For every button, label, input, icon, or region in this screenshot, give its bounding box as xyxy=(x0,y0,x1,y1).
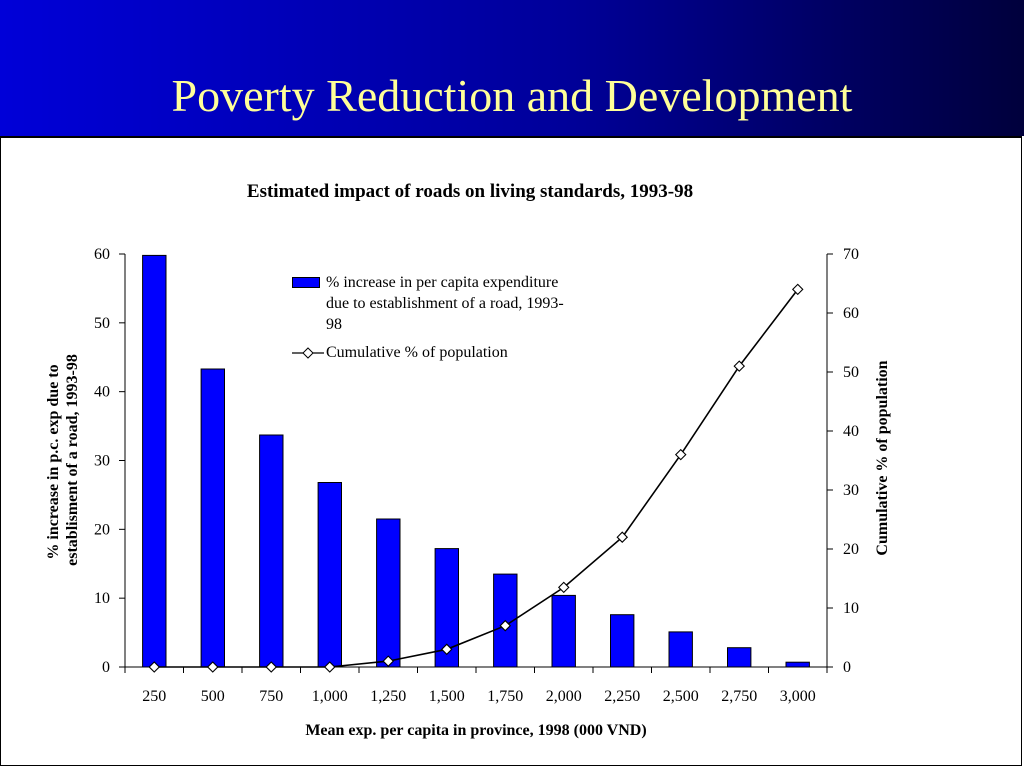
legend-label-line: Cumulative % of population xyxy=(326,344,508,361)
y-axis-label-left: % increase in p.c. exp due to establisme… xyxy=(45,354,81,566)
y-tick-label-right: 40 xyxy=(843,423,859,440)
bar xyxy=(259,434,284,668)
x-tick-label: 1,000 xyxy=(312,688,348,705)
line-marker xyxy=(323,661,336,673)
bar xyxy=(200,368,226,668)
x-tick-label: 2,750 xyxy=(721,688,757,705)
x-tick-label: 750 xyxy=(259,688,283,705)
y-tick-label-right: 30 xyxy=(843,482,859,499)
slide-title: Poverty Reduction and Development xyxy=(171,70,853,121)
bar xyxy=(610,614,635,668)
bar xyxy=(551,594,576,668)
y-tick-label-right: 60 xyxy=(843,305,859,322)
x-tick-label: 3,000 xyxy=(780,688,816,705)
legend-line-swatch xyxy=(292,347,324,359)
y-tick-label-right: 50 xyxy=(843,364,859,381)
bar xyxy=(317,482,343,668)
bar xyxy=(376,518,401,668)
line-marker xyxy=(674,448,687,461)
line-marker xyxy=(265,661,278,673)
bar-series xyxy=(142,254,810,668)
bar xyxy=(668,631,693,668)
line-marker xyxy=(499,619,512,632)
y-tick-label-right: 10 xyxy=(843,600,859,617)
x-tick-label: 1,750 xyxy=(487,688,523,705)
line-marker xyxy=(733,360,746,372)
line-marker xyxy=(206,661,219,673)
slide-header: Poverty Reduction and Development xyxy=(0,0,1024,136)
x-tick-label: 1,500 xyxy=(429,688,465,705)
y-tick-label-left: 50 xyxy=(94,315,110,332)
y-tick-label-right: 20 xyxy=(843,541,859,558)
legend-item-bar: % increase in per capita expenditure due… xyxy=(290,272,570,335)
line-series xyxy=(148,283,804,673)
y-tick-label-left: 40 xyxy=(94,384,110,401)
y-tick-label-left: 20 xyxy=(94,521,110,538)
bar xyxy=(727,647,752,668)
line-marker xyxy=(557,581,570,594)
axes: 0 10 20 30 40 50 60 0 10 20 30 40 50 60 70 250 500 750 1,0… xyxy=(94,246,859,705)
legend-label-bar: % increase in per capita expenditure due… xyxy=(326,274,564,333)
line-marker xyxy=(148,661,161,673)
x-axis-label: Mean exp. per capita in province, 1998 (… xyxy=(305,722,646,739)
y-tick-label-left: 0 xyxy=(102,659,110,676)
line-marker xyxy=(791,283,804,296)
chart-title: Estimated impact of roads on living stan… xyxy=(247,181,693,202)
y-tick-label-left: 60 xyxy=(94,246,110,263)
y-axis-label-right: Cumulative % of population xyxy=(874,360,891,555)
cumulative-line xyxy=(154,288,799,668)
x-tick-label: 1,250 xyxy=(370,688,406,705)
bar xyxy=(142,254,167,668)
bar xyxy=(785,661,810,668)
y-tick-label-left: 10 xyxy=(94,590,110,607)
legend-item-line: Cumulative % of population xyxy=(290,342,570,363)
line-marker xyxy=(382,655,395,667)
x-tick-label: 2,000 xyxy=(546,688,582,705)
x-tick-label: 2,500 xyxy=(663,688,699,705)
legend-bar-swatch xyxy=(292,277,320,288)
line-marker xyxy=(616,531,629,543)
line-marker xyxy=(440,643,453,656)
x-tick-label: 2,250 xyxy=(604,688,640,705)
y-tick-label-right: 0 xyxy=(843,659,851,676)
y-tick-label-left: 30 xyxy=(94,453,110,470)
chart-legend: % increase in per capita expenditure due… xyxy=(290,272,570,363)
y-tick-label-right: 70 xyxy=(843,246,859,263)
x-tick-label: 250 xyxy=(142,688,166,705)
x-tick-label: 500 xyxy=(201,688,225,705)
